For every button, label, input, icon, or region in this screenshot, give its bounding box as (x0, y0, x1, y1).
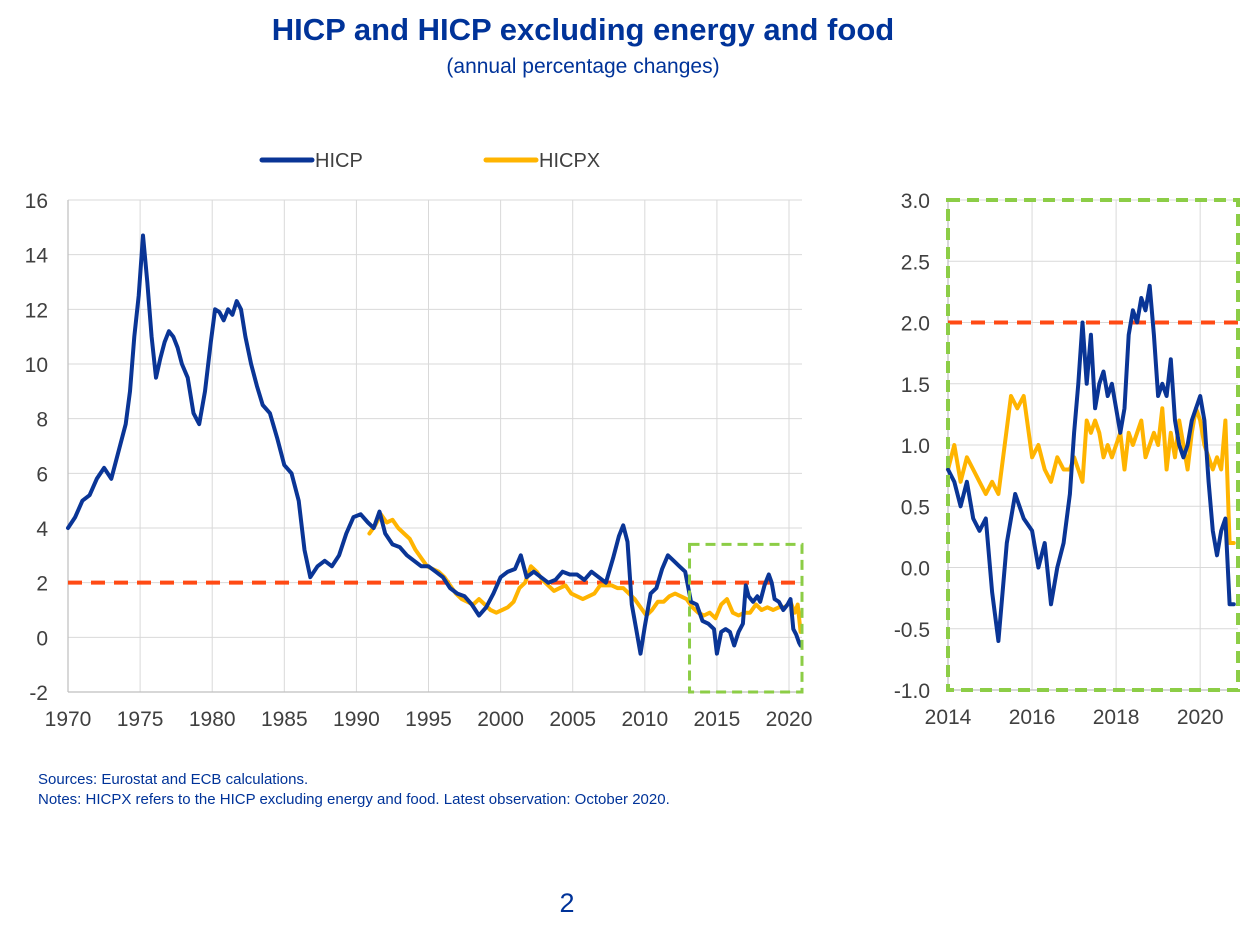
main-y-tick-label: 0 (36, 627, 48, 650)
zoom-y-tick-label: 1.0 (901, 435, 930, 458)
main-highlight-box (688, 542, 804, 694)
main-y-tick-label: 14 (25, 245, 49, 268)
sources-text: Sources: Eurostat and ECB calculations. (38, 771, 309, 788)
legend-label-hicpx: HICPX (539, 150, 600, 172)
page-number: 2 (559, 888, 575, 918)
zoom-x-tick-label: 2014 (925, 706, 972, 729)
chart-subtitle: (annual percentage changes) (446, 55, 720, 78)
zoom-x-tick-label: 2018 (1093, 706, 1140, 729)
main-y-tick-label: 8 (36, 409, 48, 432)
chart-title: HICP and HICP excluding energy and food (271, 12, 895, 47)
zoom-series-hicpx (946, 394, 1236, 545)
zoom-y-tick-label: -0.5 (894, 619, 930, 642)
main-chart: -2 0 2 4 6 8 10 12 14 16 1970 1975 1980 1985 1990 1995 2… (25, 190, 813, 731)
main-x-tick-label: 2020 (766, 708, 813, 731)
zoom-y-tick-label: 2.0 (901, 313, 930, 336)
main-y-tick-label: 2 (36, 573, 48, 596)
legend-label-hicp: HICP (315, 150, 363, 172)
zoom-chart: -1.0 -0.5 0.0 0.5 1.0 1.5 2.0 2.5 3.0 2014 2016 201… (894, 190, 1240, 729)
main-x-tick-label: 2005 (549, 708, 596, 731)
main-x-tick-label: 1990 (333, 708, 380, 731)
main-x-tick-label: 1995 (405, 708, 452, 731)
zoom-y-tick-label: 2.5 (901, 251, 930, 274)
main-y-tick-label: 12 (25, 299, 48, 322)
main-x-tick-label: 2010 (621, 708, 668, 731)
main-y-tick-label: 10 (25, 354, 48, 377)
zoom-y-tick-label: 1.5 (901, 374, 930, 397)
main-y-tick-label: -2 (29, 682, 48, 705)
zoom-highlight-frame (946, 198, 1240, 692)
main-y-tick-label: 6 (36, 463, 48, 486)
main-x-tick-label: 1975 (117, 708, 164, 731)
main-y-tick-label: 16 (25, 190, 48, 213)
zoom-y-tick-label: 0.0 (901, 558, 930, 581)
zoom-x-tick-label: 2020 (1177, 706, 1224, 729)
main-x-tick-label: 1985 (261, 708, 308, 731)
notes-block: Sources: Eurostat and ECB calculations. … (38, 770, 670, 810)
notes-text: Notes: HICPX refers to the HICP excludin… (38, 791, 670, 808)
main-y-tick-label: 4 (36, 518, 48, 541)
zoom-y-tick-label: -1.0 (894, 680, 930, 703)
main-x-tick-label: 2000 (477, 708, 524, 731)
zoom-y-tick-label: 0.5 (901, 496, 930, 519)
main-series-hicp (66, 233, 803, 656)
main-series-hicpx (367, 512, 803, 634)
main-x-tick-label: 1970 (45, 708, 92, 731)
zoom-series-hicp (946, 283, 1236, 643)
main-x-tick-label: 2015 (694, 708, 741, 731)
zoom-x-tick-label: 2016 (1009, 706, 1056, 729)
legend: HICP HICPX (259, 150, 600, 172)
main-x-tick-label: 1980 (189, 708, 236, 731)
zoom-y-tick-label: 3.0 (901, 190, 930, 213)
